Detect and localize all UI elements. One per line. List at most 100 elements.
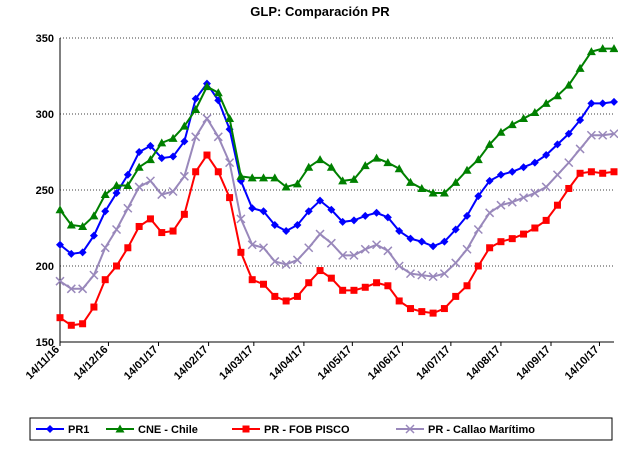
marker <box>225 114 234 122</box>
marker <box>294 293 301 300</box>
marker <box>418 308 425 315</box>
series-line <box>60 84 614 254</box>
marker <box>395 164 404 172</box>
marker <box>463 245 471 253</box>
marker <box>384 247 392 255</box>
marker <box>508 120 517 128</box>
marker <box>248 204 256 212</box>
marker <box>350 287 357 294</box>
marker <box>124 244 131 251</box>
marker <box>429 242 437 250</box>
x-tick-label: 14/12/16 <box>72 344 111 383</box>
marker <box>497 171 505 179</box>
marker <box>508 168 516 176</box>
marker <box>464 282 471 289</box>
marker <box>136 223 143 230</box>
marker <box>350 216 358 224</box>
marker <box>283 297 290 304</box>
marker <box>79 320 86 327</box>
marker <box>147 215 154 222</box>
marker <box>56 205 65 213</box>
marker <box>90 304 97 311</box>
marker <box>113 226 121 234</box>
marker <box>519 114 528 122</box>
marker <box>260 281 267 288</box>
legend-label: CNE - Chile <box>138 424 198 436</box>
marker <box>237 249 244 256</box>
marker <box>588 168 595 175</box>
x-tick-label: 14/04/17 <box>267 344 306 383</box>
chart-title: GLP: Comparación PR <box>250 4 390 19</box>
marker <box>249 276 256 283</box>
marker <box>475 263 482 270</box>
x-tick-label: 14/07/17 <box>414 344 453 383</box>
marker <box>599 170 606 177</box>
marker <box>89 211 98 219</box>
marker <box>170 228 177 235</box>
marker <box>362 284 369 291</box>
x-tick-label: 14/08/17 <box>464 344 503 383</box>
marker <box>316 155 325 163</box>
marker <box>305 279 312 286</box>
marker <box>430 310 437 317</box>
marker <box>135 183 143 191</box>
x-tick-label: 14/01/17 <box>122 344 161 383</box>
series-line <box>60 49 614 227</box>
marker <box>611 168 618 175</box>
marker <box>520 163 528 171</box>
marker <box>417 184 426 192</box>
marker <box>520 194 528 202</box>
marker <box>57 314 64 321</box>
marker <box>531 225 538 232</box>
marker <box>327 239 335 247</box>
x-tick-label: 14/10/17 <box>563 344 602 383</box>
x-tick-label: 14/05/17 <box>316 344 355 383</box>
marker <box>317 267 324 274</box>
marker <box>361 212 369 220</box>
y-tick-label: 200 <box>36 261 54 273</box>
marker <box>316 230 324 238</box>
marker <box>214 88 223 96</box>
legend-label: PR1 <box>68 424 89 436</box>
marker <box>373 209 381 217</box>
x-tick-label: 14/03/17 <box>217 344 256 383</box>
marker <box>328 275 335 282</box>
marker <box>215 168 222 175</box>
marker <box>441 305 448 312</box>
marker <box>102 276 109 283</box>
marker <box>554 202 561 209</box>
marker <box>192 168 199 175</box>
marker <box>396 297 403 304</box>
marker <box>361 245 369 253</box>
marker <box>452 293 459 300</box>
marker <box>339 287 346 294</box>
marker <box>181 211 188 218</box>
x-tick-label: 14/11/16 <box>24 344 62 382</box>
y-tick-label: 300 <box>36 109 54 121</box>
marker <box>373 241 381 249</box>
marker <box>418 238 426 246</box>
marker <box>565 185 572 192</box>
marker <box>543 217 550 224</box>
marker <box>407 305 414 312</box>
marker <box>486 244 493 251</box>
marker <box>372 154 381 162</box>
x-tick-label: 14/09/17 <box>514 344 553 383</box>
marker <box>68 322 75 329</box>
marker <box>520 231 527 238</box>
marker <box>599 99 607 107</box>
marker <box>203 152 210 159</box>
marker <box>271 293 278 300</box>
marker <box>293 256 301 264</box>
marker <box>124 204 132 212</box>
marker <box>226 194 233 201</box>
marker <box>610 98 618 106</box>
marker <box>113 263 120 270</box>
marker <box>305 244 313 252</box>
marker <box>373 279 380 286</box>
marker <box>203 115 211 123</box>
marker <box>135 148 143 156</box>
marker <box>282 227 290 235</box>
x-tick-label: 14/02/17 <box>172 344 211 383</box>
